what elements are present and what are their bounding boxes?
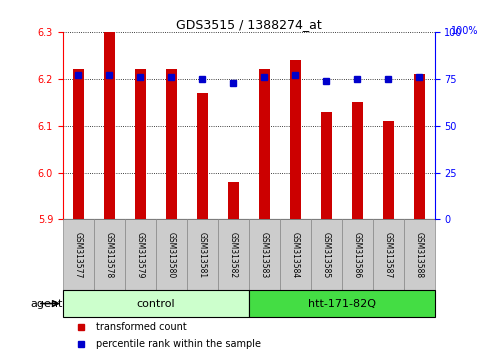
- Bar: [383, 121, 394, 219]
- Bar: [373, 219, 404, 290]
- Text: percentile rank within the sample: percentile rank within the sample: [96, 338, 261, 349]
- Text: GSM313582: GSM313582: [229, 232, 238, 278]
- Bar: [63, 219, 94, 290]
- Bar: [94, 219, 125, 290]
- Y-axis label: 100%: 100%: [451, 26, 478, 36]
- Bar: [197, 93, 208, 219]
- Bar: [249, 219, 280, 290]
- Text: GSM313584: GSM313584: [291, 232, 300, 278]
- Text: GSM313577: GSM313577: [74, 232, 83, 278]
- Bar: [311, 219, 342, 290]
- Text: GSM313579: GSM313579: [136, 232, 145, 278]
- Text: GSM313587: GSM313587: [384, 232, 393, 278]
- Text: GSM313580: GSM313580: [167, 232, 176, 278]
- Bar: [290, 60, 300, 219]
- Text: GSM313588: GSM313588: [415, 232, 424, 278]
- Bar: [125, 219, 156, 290]
- Text: transformed count: transformed count: [96, 322, 187, 332]
- Bar: [321, 112, 332, 219]
- Bar: [404, 219, 435, 290]
- Bar: [218, 219, 249, 290]
- Bar: [166, 69, 177, 219]
- Text: htt-171-82Q: htt-171-82Q: [308, 298, 376, 309]
- Bar: [156, 219, 187, 290]
- Bar: [135, 69, 146, 219]
- Bar: [414, 74, 425, 219]
- Bar: [228, 182, 239, 219]
- Title: GDS3515 / 1388274_at: GDS3515 / 1388274_at: [176, 18, 322, 31]
- Bar: [73, 69, 84, 219]
- Bar: [342, 219, 373, 290]
- Text: agent: agent: [30, 298, 63, 309]
- Bar: [249, 290, 435, 317]
- Text: GSM313585: GSM313585: [322, 232, 331, 278]
- Text: control: control: [137, 298, 175, 309]
- Text: GSM313586: GSM313586: [353, 232, 362, 278]
- Bar: [63, 290, 249, 317]
- Text: GSM313583: GSM313583: [260, 232, 269, 278]
- Bar: [280, 219, 311, 290]
- Bar: [187, 219, 218, 290]
- Text: GSM313581: GSM313581: [198, 232, 207, 278]
- Bar: [104, 32, 114, 219]
- Bar: [259, 69, 270, 219]
- Text: GSM313578: GSM313578: [105, 232, 114, 278]
- Bar: [352, 102, 363, 219]
